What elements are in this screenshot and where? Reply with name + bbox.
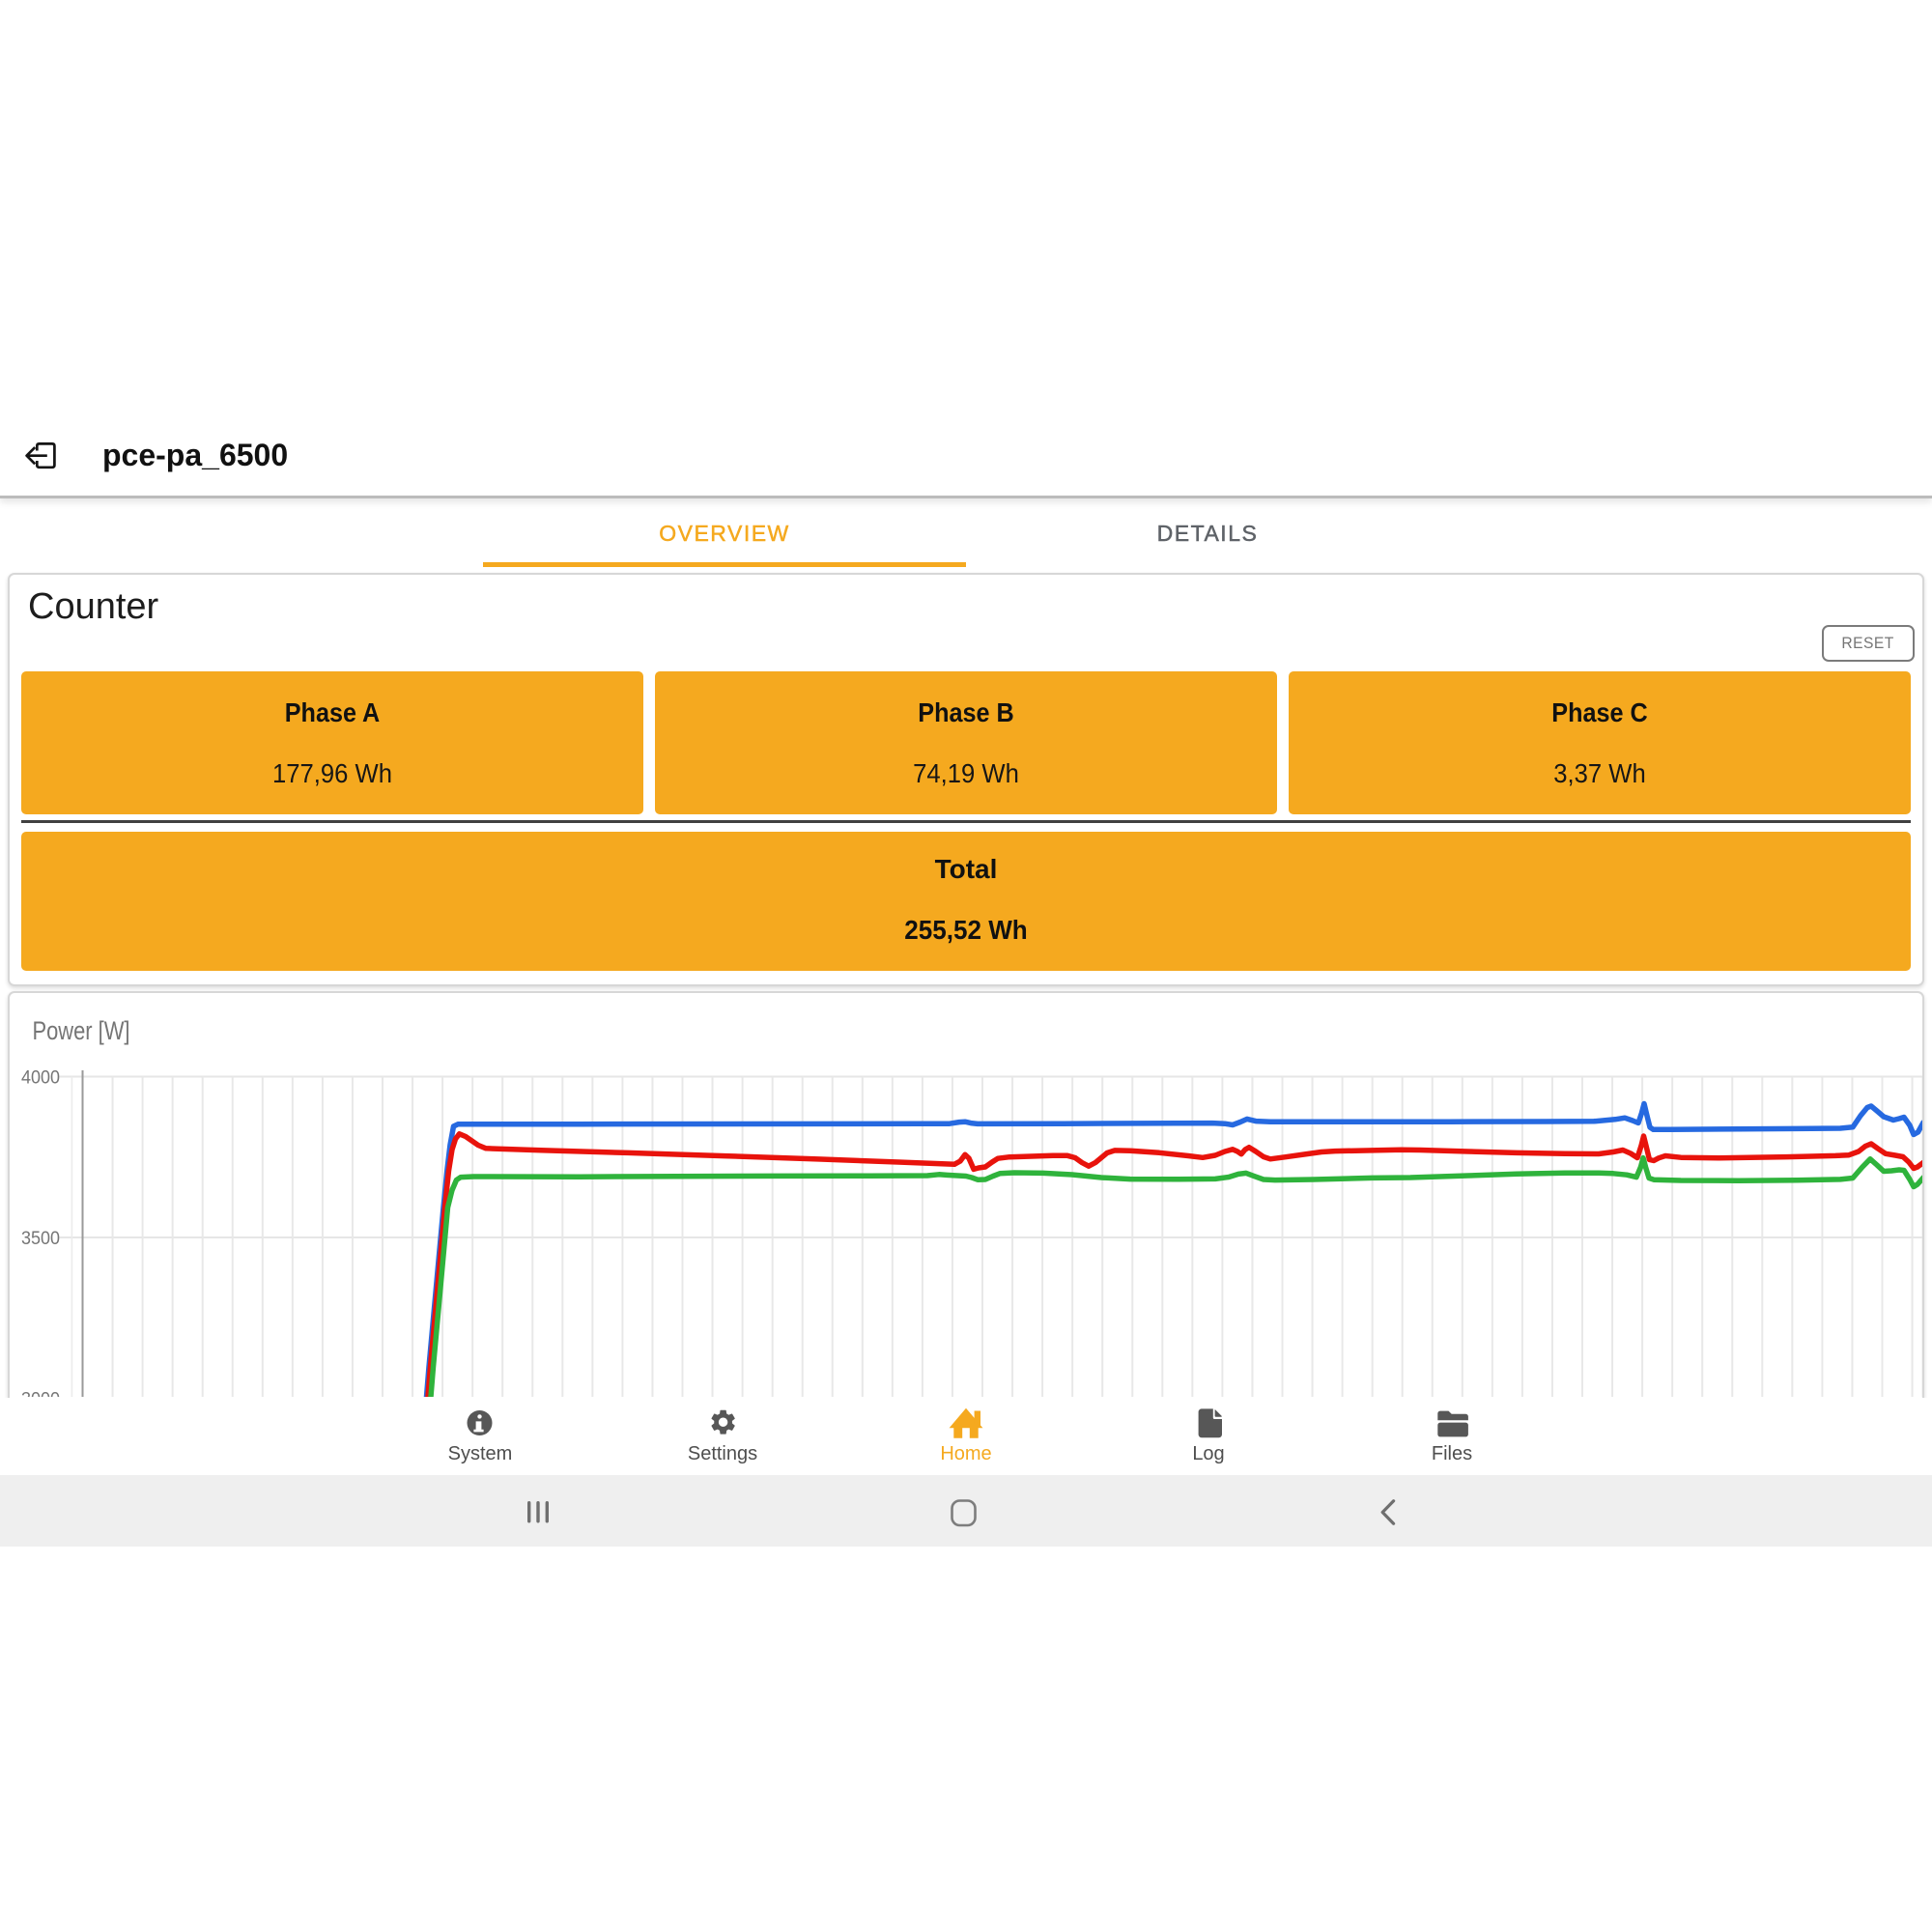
svg-text:4000: 4000	[21, 1068, 60, 1089]
svg-text:3000: 3000	[21, 1390, 60, 1398]
svg-text:Power [W]: Power [W]	[33, 1016, 130, 1045]
svg-text:3500: 3500	[21, 1229, 60, 1249]
